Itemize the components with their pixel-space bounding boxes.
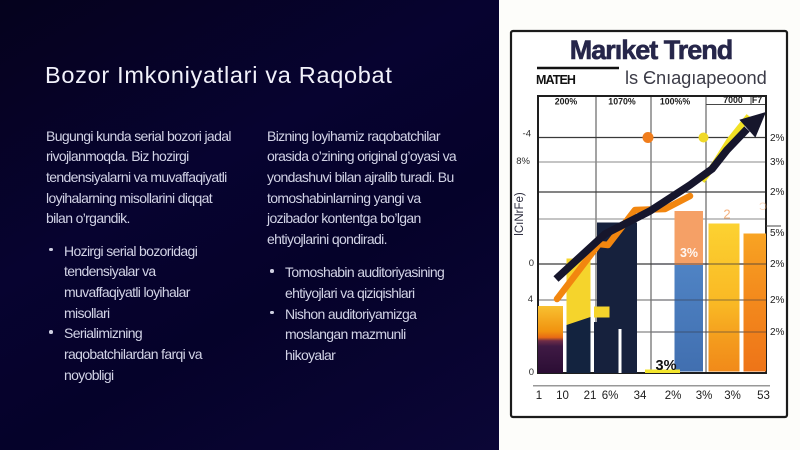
svg-text:0: 0: [529, 258, 534, 269]
svg-text:5%: 5%: [770, 228, 785, 239]
svg-text:10: 10: [556, 390, 569, 402]
svg-text:34: 34: [634, 390, 647, 402]
svg-text:2: 2: [723, 207, 730, 222]
svg-text:2%: 2%: [770, 259, 785, 270]
svg-text:Marıket Trend: Marıket Trend: [570, 35, 733, 65]
svg-text:3%: 3%: [656, 358, 677, 374]
svg-text:0: 0: [529, 367, 534, 378]
svg-text:2%: 2%: [770, 327, 785, 338]
svg-text:21: 21: [584, 390, 597, 402]
svg-text:2%: 2%: [665, 390, 682, 402]
svg-text:ls Єnıagıapeoond: ls Єnıagıapeoond: [625, 67, 767, 88]
svg-text:2%: 2%: [770, 295, 785, 306]
svg-text:3%: 3%: [724, 390, 741, 402]
svg-text:lCıNrFe): lCıNrFe): [514, 192, 526, 236]
svg-text:53: 53: [757, 390, 770, 402]
svg-text:F7: F7: [752, 95, 762, 105]
svg-text:3%: 3%: [696, 390, 713, 402]
svg-text:100%%: 100%%: [660, 97, 690, 107]
svg-text:7000: 7000: [723, 95, 743, 105]
svg-text:4: 4: [528, 294, 533, 305]
svg-text:3%: 3%: [680, 246, 698, 260]
svg-text:MATEH: MATEH: [536, 73, 576, 87]
svg-text:Ɔ: Ɔ: [759, 201, 767, 213]
svg-text:3%: 3%: [770, 157, 785, 168]
svg-text:-4: -4: [523, 129, 531, 140]
svg-text:1070%: 1070%: [608, 97, 636, 107]
svg-text:1: 1: [536, 390, 542, 402]
svg-text:2%: 2%: [770, 187, 785, 198]
svg-text:2%: 2%: [770, 133, 785, 144]
svg-text:200%: 200%: [555, 97, 578, 107]
svg-text:6%: 6%: [602, 390, 619, 402]
svg-text:8%: 8%: [516, 156, 530, 167]
